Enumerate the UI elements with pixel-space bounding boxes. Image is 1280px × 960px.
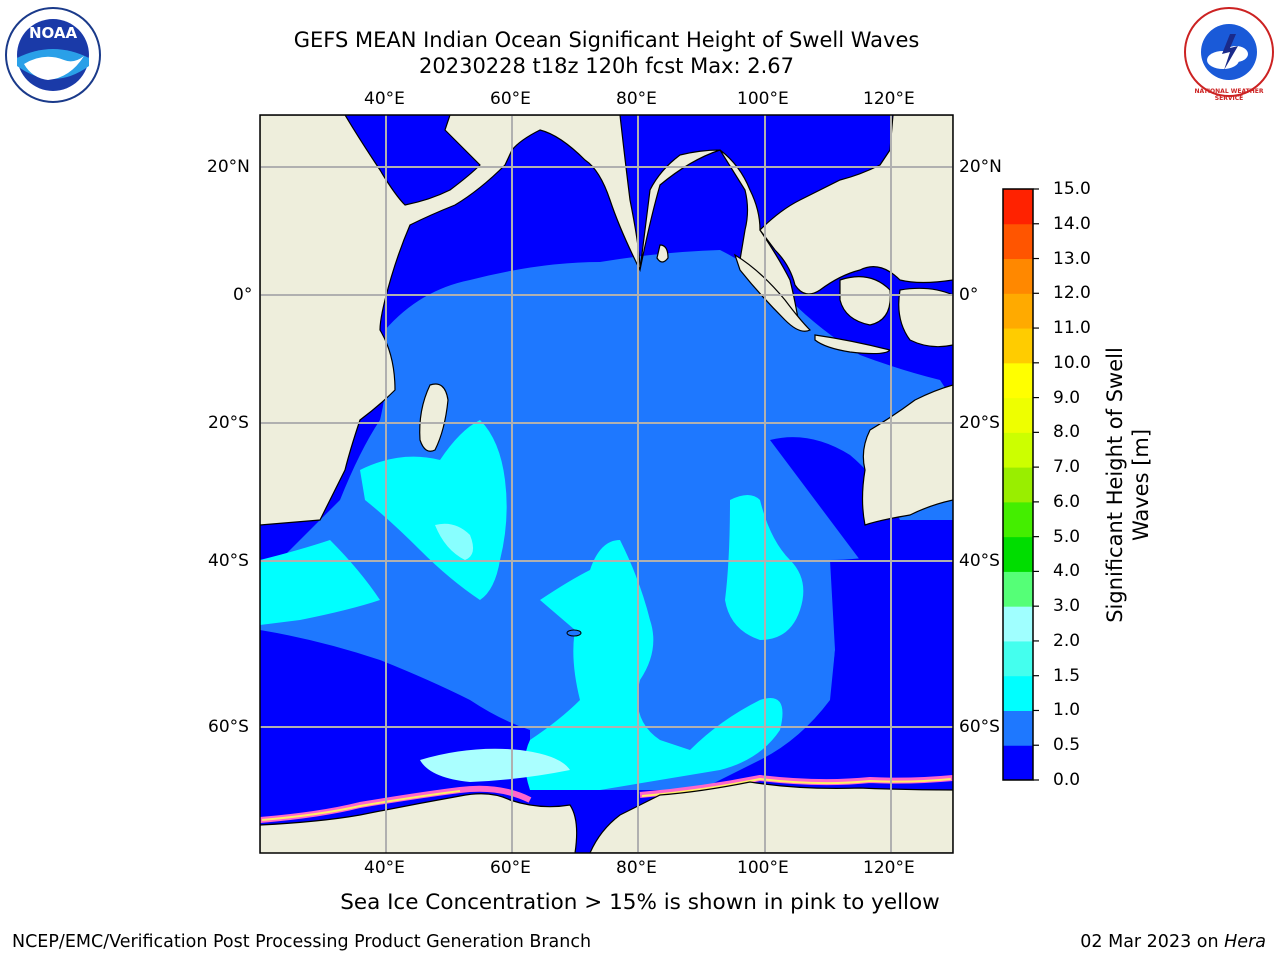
lat-label-right-0: 0° xyxy=(959,285,979,305)
colorbar-tick-label: 2.0 xyxy=(1053,630,1081,651)
colorbar-tick-label: 12.0 xyxy=(1053,283,1091,304)
lon-label-top-80e: 80°E xyxy=(616,89,657,109)
lon-label-bottom-80e: 80°E xyxy=(616,858,657,878)
lon-label-top-100e: 100°E xyxy=(737,89,789,109)
colorbar-tick-label: 9.0 xyxy=(1053,387,1081,408)
colorbar-tick-label: 14.0 xyxy=(1053,213,1091,234)
map-frame xyxy=(259,114,954,854)
sea-ice-band-yellow xyxy=(261,777,952,821)
kerguelen-island xyxy=(566,629,582,637)
swell-zone-deep-se xyxy=(820,540,953,790)
footer-date-text: 02 Mar 2023 on xyxy=(1080,932,1225,952)
colorbar-segment xyxy=(1003,675,1033,711)
colorbar-segment xyxy=(1003,710,1033,746)
colorbar-segment xyxy=(1003,328,1033,364)
colorbar-tick-label: 5.0 xyxy=(1053,526,1081,547)
colorbar-tick-label: 1.0 xyxy=(1053,700,1081,721)
footer-branch: NCEP/EMC/Verification Post Processing Pr… xyxy=(12,932,592,952)
swell-zone-lightcyan-west xyxy=(435,523,474,560)
lon-label-top-40e: 40°E xyxy=(364,89,405,109)
lat-label-left-40s: 40°S xyxy=(208,551,249,571)
colorbar-segment xyxy=(1003,467,1033,503)
land-africa-arabia xyxy=(260,115,801,526)
colorbar-segment xyxy=(1003,536,1033,572)
nws-logo-icon xyxy=(1184,7,1274,97)
lon-label-top-120e: 120°E xyxy=(863,89,915,109)
colorbar-segment xyxy=(1003,189,1033,225)
lon-label-top-60e: 60°E xyxy=(490,89,531,109)
colorbar-tick-label: 1.5 xyxy=(1053,665,1081,686)
swell-zone-deep-south xyxy=(260,630,530,790)
colorbar-segment xyxy=(1003,397,1033,433)
colorbar-title-line1: Significant Height of Swell xyxy=(1103,347,1127,623)
colorbar-tick-label: 10.0 xyxy=(1053,352,1091,373)
colorbar-segment xyxy=(1003,745,1033,781)
land-indochina xyxy=(759,115,953,295)
lat-label-right-20n: 20°N xyxy=(959,157,1002,177)
colorbar-tick-label: 7.0 xyxy=(1053,457,1081,478)
colorbar-tick-label: 0.5 xyxy=(1053,735,1081,756)
colorbar-title-line2: Waves [m] xyxy=(1129,428,1153,542)
colorbar-frame xyxy=(1002,188,1034,781)
colorbar-segment xyxy=(1003,501,1033,538)
land-java xyxy=(814,334,892,355)
lon-label-bottom-120e: 120°E xyxy=(863,858,915,878)
land-borneo xyxy=(839,276,891,326)
colorbar-segment xyxy=(1003,571,1033,607)
colorbar-segment xyxy=(1003,362,1033,399)
lat-label-left-0: 0° xyxy=(233,285,253,305)
noaa-logo-icon xyxy=(5,7,101,103)
lat-label-right-40s: 40°S xyxy=(959,551,1000,571)
colorbar-tick-label: 8.0 xyxy=(1053,422,1081,443)
colorbar-segment xyxy=(1003,640,1033,677)
footer-date: 02 Mar 2023 on Hera xyxy=(1080,932,1266,952)
colorbar-tick-label: 0.0 xyxy=(1053,770,1081,790)
noaa-logo-text: NOAA xyxy=(28,24,78,42)
colorbar-tick-label: 3.0 xyxy=(1053,596,1081,617)
colorbar-tick-label: 13.0 xyxy=(1053,248,1091,269)
swell-zone-lightcyan xyxy=(420,748,570,782)
colorbar-segment xyxy=(1003,293,1033,329)
colorbar-tick-label: 6.0 xyxy=(1053,491,1081,512)
map-title: GEFS MEAN Indian Ocean Significant Heigh… xyxy=(293,28,920,52)
noaa-logo: NOAA xyxy=(4,6,102,104)
nws-logo-text: NATIONAL WEATHER SERVICE xyxy=(1194,88,1264,102)
land-australia xyxy=(861,384,953,526)
nws-logo: NATIONAL WEATHER SERVICE xyxy=(1180,6,1278,102)
land-indonesia-east xyxy=(898,287,953,348)
colorbar xyxy=(1003,188,1039,781)
lat-label-left-20n: 20°N xyxy=(207,157,250,177)
colorbar-tick-label: 4.0 xyxy=(1053,561,1081,582)
colorbar-tick-label: 11.0 xyxy=(1053,318,1091,339)
sea-ice-note: Sea Ice Concentration > 15% is shown in … xyxy=(340,890,940,915)
land-sri-lanka xyxy=(656,244,669,263)
lon-label-bottom-100e: 100°E xyxy=(737,858,789,878)
swell-zone-deep-east xyxy=(770,437,953,565)
lon-label-bottom-60e: 60°E xyxy=(490,858,531,878)
colorbar-tick-label: 15.0 xyxy=(1053,179,1091,199)
lat-label-left-60s: 60°S xyxy=(208,717,249,737)
lat-label-right-20s: 20°S xyxy=(959,413,1000,433)
colorbar-title: Significant Height of Swell Waves [m] xyxy=(1102,347,1154,623)
colorbar-segment xyxy=(1003,606,1033,642)
lon-label-bottom-40e: 40°E xyxy=(364,858,405,878)
landmasses xyxy=(260,115,953,853)
graticule xyxy=(260,115,953,853)
colorbar-segment xyxy=(1003,258,1033,294)
lat-label-right-60s: 60°S xyxy=(959,717,1000,737)
colorbar-segment xyxy=(1003,223,1033,260)
lat-label-left-20s: 20°S xyxy=(208,413,249,433)
footer-machine: Hera xyxy=(1224,932,1266,952)
colorbar-segment xyxy=(1003,432,1033,468)
map-subtitle: 20230228 t18z 120h fcst Max: 2.67 xyxy=(419,54,794,78)
